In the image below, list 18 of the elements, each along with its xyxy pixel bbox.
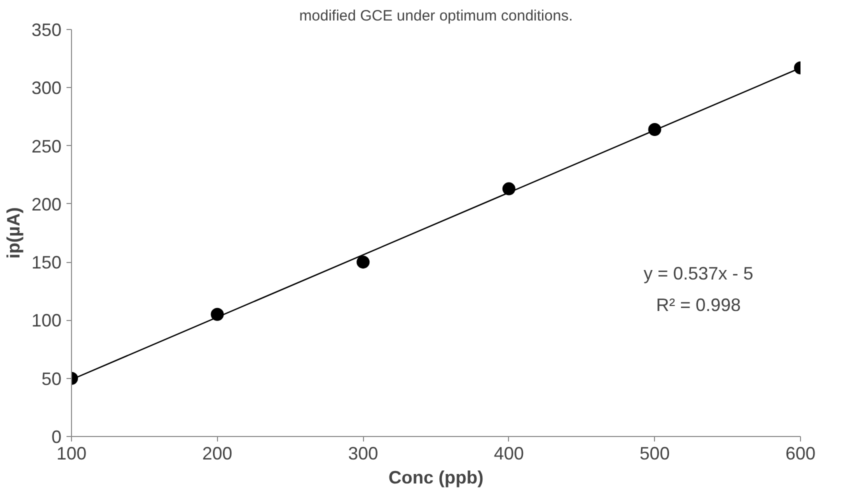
chart-title: modified GCE under optimum conditions. — [299, 8, 573, 24]
point — [356, 256, 370, 269]
annotation: y = 0.537x - 5 — [644, 264, 754, 284]
y-tick-label: 150 — [31, 252, 62, 273]
y-tick-label: 300 — [31, 78, 62, 98]
y-tick-label: 100 — [31, 310, 62, 331]
annotation: R² = 0.998 — [656, 295, 741, 316]
x-tick-label: 500 — [640, 444, 670, 464]
y-axis-title: ip(µA) — [3, 207, 24, 259]
x-tick-label: 300 — [348, 444, 378, 464]
y-tick-label: 350 — [31, 20, 62, 40]
x-tick-label: 200 — [202, 444, 232, 464]
y-tick-label: 200 — [31, 194, 62, 214]
x-axis-title: Conc (ppb) — [388, 468, 484, 488]
x-tick-label: 400 — [494, 444, 524, 464]
y-tick-label: 50 — [41, 368, 62, 389]
x-tick-label: 600 — [785, 444, 816, 464]
y-tick-label: 250 — [31, 136, 62, 156]
